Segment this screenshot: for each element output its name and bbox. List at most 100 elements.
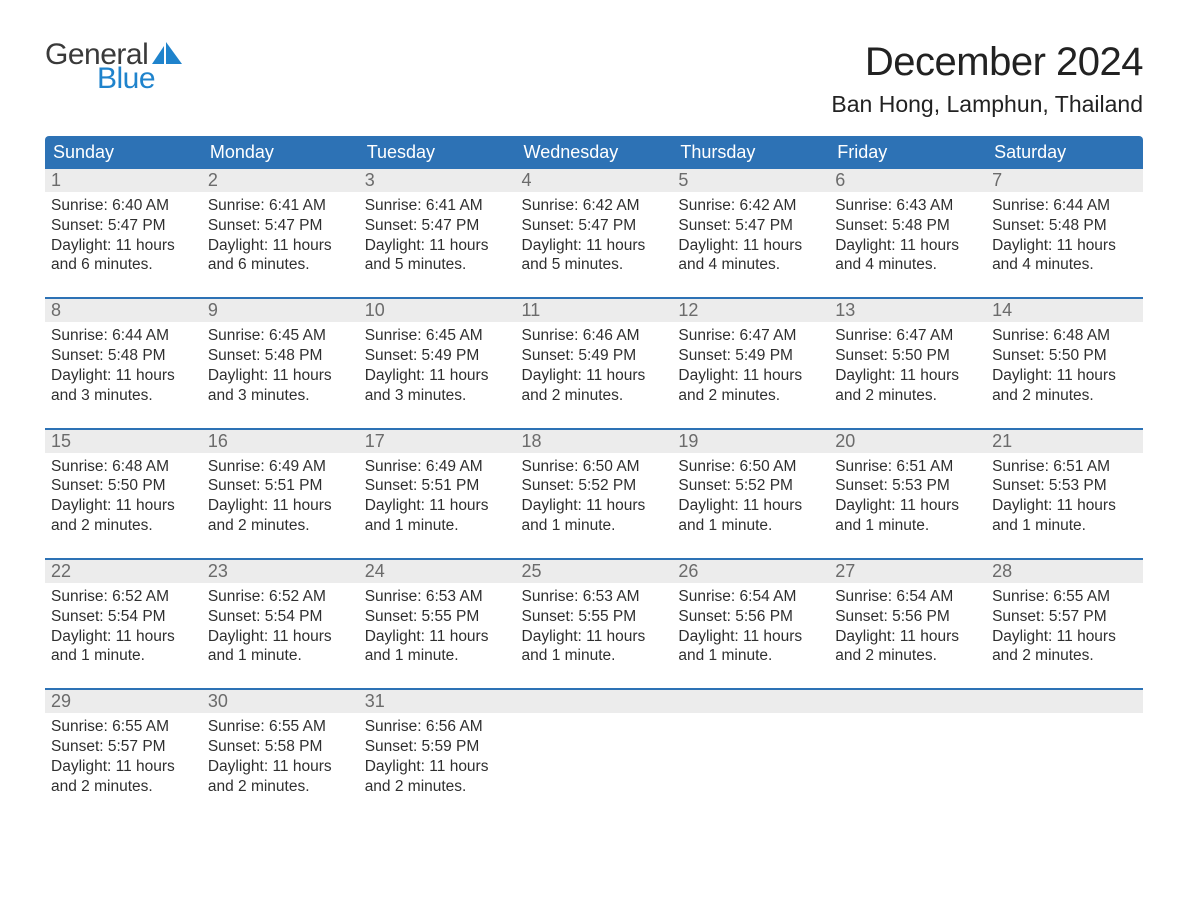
day-sunset: Sunset: 5:47 PM	[522, 216, 667, 236]
day-cell: 16Sunrise: 6:49 AMSunset: 5:51 PMDayligh…	[202, 429, 359, 559]
day-sunrise: Sunrise: 6:44 AM	[51, 326, 196, 346]
calendar-table: Sunday Monday Tuesday Wednesday Thursday…	[45, 136, 1143, 819]
day-number: 12	[672, 299, 829, 322]
day-number: 7	[986, 169, 1143, 192]
week-row: 8Sunrise: 6:44 AMSunset: 5:48 PMDaylight…	[45, 298, 1143, 428]
day-sunrise: Sunrise: 6:43 AM	[835, 196, 980, 216]
day-day2: and 1 minute.	[365, 516, 510, 536]
day-sunrise: Sunrise: 6:47 AM	[835, 326, 980, 346]
day-cell: 18Sunrise: 6:50 AMSunset: 5:52 PMDayligh…	[516, 429, 673, 559]
day-body: Sunrise: 6:54 AMSunset: 5:56 PMDaylight:…	[672, 583, 829, 666]
day-number: 18	[516, 430, 673, 453]
day-day1: Daylight: 11 hours	[51, 366, 196, 386]
day-day1: Daylight: 11 hours	[678, 236, 823, 256]
day-sunrise: Sunrise: 6:42 AM	[678, 196, 823, 216]
day-body: Sunrise: 6:55 AMSunset: 5:58 PMDaylight:…	[202, 713, 359, 796]
day-day1: Daylight: 11 hours	[992, 627, 1137, 647]
day-day1: Daylight: 11 hours	[835, 627, 980, 647]
day-body: Sunrise: 6:44 AMSunset: 5:48 PMDaylight:…	[986, 192, 1143, 275]
day-sunrise: Sunrise: 6:40 AM	[51, 196, 196, 216]
day-body: Sunrise: 6:41 AMSunset: 5:47 PMDaylight:…	[359, 192, 516, 275]
day-cell: 2Sunrise: 6:41 AMSunset: 5:47 PMDaylight…	[202, 169, 359, 298]
day-number: 31	[359, 690, 516, 713]
day-body: Sunrise: 6:45 AMSunset: 5:48 PMDaylight:…	[202, 322, 359, 405]
day-sunset: Sunset: 5:50 PM	[992, 346, 1137, 366]
day-cell: 21Sunrise: 6:51 AMSunset: 5:53 PMDayligh…	[986, 429, 1143, 559]
day-day1: Daylight: 11 hours	[992, 236, 1137, 256]
day-cell: 5Sunrise: 6:42 AMSunset: 5:47 PMDaylight…	[672, 169, 829, 298]
day-cell: 14Sunrise: 6:48 AMSunset: 5:50 PMDayligh…	[986, 298, 1143, 428]
day-cell: 17Sunrise: 6:49 AMSunset: 5:51 PMDayligh…	[359, 429, 516, 559]
day-number: 28	[986, 560, 1143, 583]
day-sunset: Sunset: 5:53 PM	[835, 476, 980, 496]
day-number: 21	[986, 430, 1143, 453]
day-cell: 9Sunrise: 6:45 AMSunset: 5:48 PMDaylight…	[202, 298, 359, 428]
day-number: 26	[672, 560, 829, 583]
day-body: Sunrise: 6:47 AMSunset: 5:49 PMDaylight:…	[672, 322, 829, 405]
day-day1: Daylight: 11 hours	[678, 366, 823, 386]
day-day1: Daylight: 11 hours	[992, 366, 1137, 386]
day-day2: and 6 minutes.	[208, 255, 353, 275]
day-cell: 8Sunrise: 6:44 AMSunset: 5:48 PMDaylight…	[45, 298, 202, 428]
day-number-empty	[986, 690, 1143, 713]
day-day2: and 6 minutes.	[51, 255, 196, 275]
day-day1: Daylight: 11 hours	[51, 627, 196, 647]
day-day2: and 4 minutes.	[992, 255, 1137, 275]
day-sunrise: Sunrise: 6:55 AM	[51, 717, 196, 737]
location-subtitle: Ban Hong, Lamphun, Thailand	[831, 91, 1143, 118]
day-number: 4	[516, 169, 673, 192]
day-sunset: Sunset: 5:52 PM	[522, 476, 667, 496]
day-day1: Daylight: 11 hours	[365, 757, 510, 777]
day-sunset: Sunset: 5:54 PM	[208, 607, 353, 627]
day-body: Sunrise: 6:53 AMSunset: 5:55 PMDaylight:…	[516, 583, 673, 666]
day-day1: Daylight: 11 hours	[365, 366, 510, 386]
day-number-empty	[829, 690, 986, 713]
day-sunset: Sunset: 5:48 PM	[992, 216, 1137, 236]
day-number: 15	[45, 430, 202, 453]
day-sunset: Sunset: 5:56 PM	[678, 607, 823, 627]
weekday-header: Monday	[202, 136, 359, 169]
day-day1: Daylight: 11 hours	[992, 496, 1137, 516]
day-sunset: Sunset: 5:47 PM	[51, 216, 196, 236]
day-cell: 22Sunrise: 6:52 AMSunset: 5:54 PMDayligh…	[45, 559, 202, 689]
day-sunrise: Sunrise: 6:47 AM	[678, 326, 823, 346]
day-day2: and 5 minutes.	[365, 255, 510, 275]
day-cell: 25Sunrise: 6:53 AMSunset: 5:55 PMDayligh…	[516, 559, 673, 689]
empty-cell	[516, 689, 673, 818]
day-sunset: Sunset: 5:56 PM	[835, 607, 980, 627]
weekday-header: Sunday	[45, 136, 202, 169]
day-sunrise: Sunrise: 6:48 AM	[51, 457, 196, 477]
day-number: 2	[202, 169, 359, 192]
empty-cell	[986, 689, 1143, 818]
day-day2: and 2 minutes.	[208, 777, 353, 797]
day-number: 11	[516, 299, 673, 322]
week-row: 22Sunrise: 6:52 AMSunset: 5:54 PMDayligh…	[45, 559, 1143, 689]
day-day1: Daylight: 11 hours	[835, 496, 980, 516]
day-sunrise: Sunrise: 6:45 AM	[365, 326, 510, 346]
day-sunset: Sunset: 5:59 PM	[365, 737, 510, 757]
day-sunset: Sunset: 5:49 PM	[522, 346, 667, 366]
day-body: Sunrise: 6:41 AMSunset: 5:47 PMDaylight:…	[202, 192, 359, 275]
day-day2: and 2 minutes.	[51, 516, 196, 536]
day-day1: Daylight: 11 hours	[51, 757, 196, 777]
day-sunrise: Sunrise: 6:46 AM	[522, 326, 667, 346]
day-day2: and 1 minute.	[522, 646, 667, 666]
day-day1: Daylight: 11 hours	[522, 236, 667, 256]
day-body: Sunrise: 6:50 AMSunset: 5:52 PMDaylight:…	[672, 453, 829, 536]
day-body: Sunrise: 6:49 AMSunset: 5:51 PMDaylight:…	[359, 453, 516, 536]
day-sunset: Sunset: 5:50 PM	[51, 476, 196, 496]
day-number: 17	[359, 430, 516, 453]
day-day1: Daylight: 11 hours	[522, 496, 667, 516]
day-number: 8	[45, 299, 202, 322]
day-number: 3	[359, 169, 516, 192]
day-cell: 10Sunrise: 6:45 AMSunset: 5:49 PMDayligh…	[359, 298, 516, 428]
day-sunrise: Sunrise: 6:50 AM	[678, 457, 823, 477]
day-sunset: Sunset: 5:53 PM	[992, 476, 1137, 496]
day-body: Sunrise: 6:50 AMSunset: 5:52 PMDaylight:…	[516, 453, 673, 536]
day-sunset: Sunset: 5:49 PM	[365, 346, 510, 366]
day-cell: 6Sunrise: 6:43 AMSunset: 5:48 PMDaylight…	[829, 169, 986, 298]
day-sunset: Sunset: 5:52 PM	[678, 476, 823, 496]
day-body: Sunrise: 6:52 AMSunset: 5:54 PMDaylight:…	[202, 583, 359, 666]
day-number: 1	[45, 169, 202, 192]
day-number: 22	[45, 560, 202, 583]
